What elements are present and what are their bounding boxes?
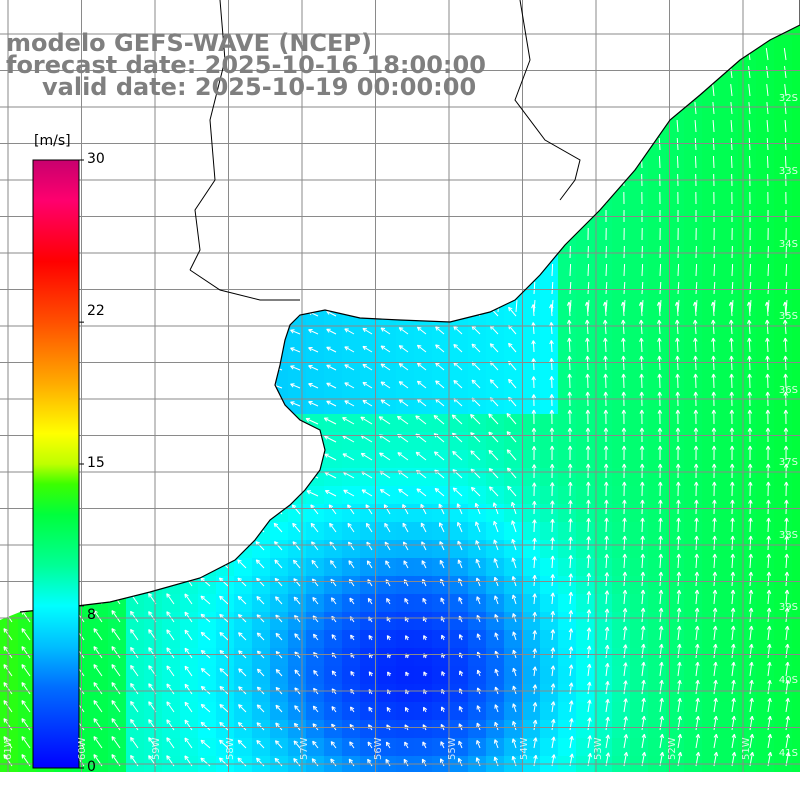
longitude-label: 57W [299, 737, 310, 760]
longitude-label: 53W [593, 737, 604, 760]
colorbar-tick-label: 30 [87, 151, 105, 167]
latitude-label: 32S [778, 93, 798, 104]
colorbar [32, 159, 84, 769]
latitude-label: 38S [778, 530, 798, 541]
longitude-label: 51W [741, 737, 752, 760]
longitude-label: 58W [225, 737, 236, 760]
colorbar-tick-label: 22 [87, 303, 105, 319]
longitude-label: 56W [373, 737, 384, 760]
latitude-label: 35S [778, 311, 798, 322]
longitude-label: 54W [519, 737, 530, 760]
valid-date-title: valid date: 2025-10-19 00:00:00 [42, 73, 477, 101]
colorbar-tick-label: 0 [87, 759, 96, 775]
latitude-label: 41S [778, 748, 798, 759]
colorbar-tick-label: 15 [87, 455, 105, 471]
longitude-label: 61W [3, 737, 14, 760]
lat-lon-grid [0, 0, 800, 772]
forecast-date-title: forecast date: 2025-10-16 18:00:00 [6, 51, 486, 79]
longitude-label: 55W [447, 737, 458, 760]
latitude-label: 37S [778, 457, 798, 468]
coastline [19, 0, 800, 613]
latitude-label: 33S [778, 166, 798, 177]
wind-arrows [3, 48, 791, 767]
latitude-label: 39S [778, 602, 798, 613]
land-mask [0, 0, 800, 620]
latitude-label: 36S [778, 385, 798, 396]
colorbar-tick-label: 8 [87, 607, 96, 623]
colorbar-unit-label: [m/s] [34, 133, 71, 149]
model-title: modelo GEFS-WAVE (NCEP) [6, 29, 372, 57]
longitude-label: 59W [151, 737, 162, 760]
latitude-label: 40S [778, 675, 798, 686]
latitude-label: 34S [778, 239, 798, 250]
longitude-label: 60W [77, 737, 88, 760]
longitude-label: 52W [667, 737, 678, 760]
